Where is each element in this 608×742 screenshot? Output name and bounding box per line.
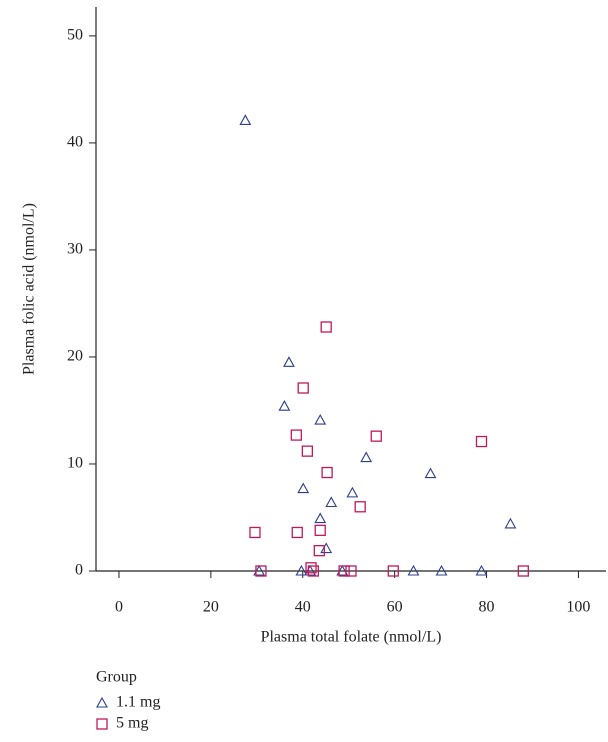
- point: [321, 466, 333, 479]
- legend-title: Group: [96, 669, 137, 686]
- point: [424, 467, 437, 479]
- point: [295, 564, 308, 576]
- y-tick-label: 30: [67, 241, 83, 258]
- point: [336, 564, 349, 576]
- point: [407, 564, 420, 576]
- point: [283, 356, 295, 367]
- y-tick-label: 20: [67, 348, 83, 365]
- point: [345, 565, 357, 577]
- point: [475, 564, 488, 576]
- point: [239, 114, 252, 125]
- legend-label: 5 mg: [116, 715, 148, 732]
- point: [297, 382, 309, 394]
- legend-marker: [96, 696, 108, 708]
- point: [370, 430, 382, 442]
- point: [297, 482, 310, 494]
- point: [325, 496, 338, 508]
- x-axis-label: Plasma total folate (nmol/L): [261, 629, 442, 646]
- point: [314, 524, 326, 536]
- point: [313, 545, 325, 557]
- point: [387, 565, 399, 577]
- point: [291, 526, 303, 539]
- point: [301, 445, 314, 457]
- point: [354, 501, 366, 513]
- point: [278, 400, 291, 411]
- point: [517, 565, 529, 577]
- point: [435, 564, 448, 576]
- point: [320, 321, 332, 333]
- point: [346, 486, 359, 498]
- legend-label: 1.1 mg: [116, 694, 160, 711]
- y-axis-label: Plasma folic acid (nmol/L): [21, 203, 38, 375]
- y-tick-label: 50: [67, 27, 83, 44]
- point: [475, 435, 488, 448]
- point: [305, 562, 317, 574]
- x-tick-label: 100: [566, 599, 590, 616]
- point: [314, 413, 327, 425]
- y-tick-label: 10: [67, 455, 83, 472]
- point: [255, 565, 267, 577]
- point: [253, 564, 266, 576]
- point: [338, 565, 350, 577]
- point: [249, 526, 261, 539]
- point: [304, 564, 317, 576]
- x-tick-label: 60: [387, 599, 403, 616]
- x-tick-label: 80: [479, 599, 495, 616]
- point: [320, 542, 333, 554]
- point: [360, 451, 373, 463]
- point: [307, 565, 319, 577]
- y-tick-label: 0: [75, 562, 83, 579]
- x-tick-label: 0: [115, 599, 123, 616]
- point: [290, 429, 302, 441]
- x-tick-label: 20: [203, 599, 219, 616]
- point: [314, 512, 327, 524]
- x-tick-label: 40: [295, 599, 311, 616]
- legend-marker: [96, 718, 108, 730]
- y-tick-label: 40: [67, 134, 83, 151]
- point: [504, 517, 517, 529]
